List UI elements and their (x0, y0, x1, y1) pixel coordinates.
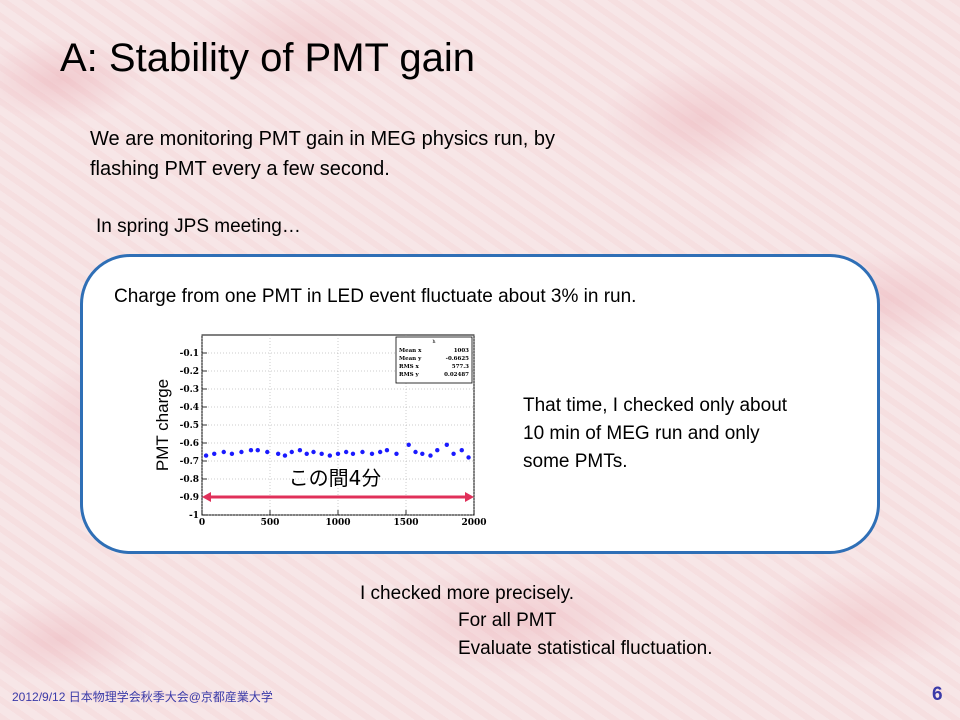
side-note: That time, I checked only about 10 min o… (523, 392, 863, 476)
x-tick-label: 0 (199, 518, 205, 525)
data-point (335, 451, 341, 456)
intro-text: We are monitoring PMT gain in MEG physic… (90, 124, 690, 184)
interval-annotation: この間4分 (289, 466, 382, 490)
data-point (304, 451, 309, 456)
data-point (459, 448, 464, 453)
x-tick-label: 1500 (393, 518, 418, 525)
data-point (203, 453, 209, 458)
interval-arrow (202, 492, 474, 502)
y-tick-label: -0.3 (180, 385, 199, 395)
x-tick-label: 1000 (325, 518, 350, 525)
footer-text: 2012/9/12 日本物理学会秋季大会@京都産業大学 (12, 690, 273, 704)
data-point (394, 451, 399, 456)
y-axis-label: PMT charge (153, 379, 172, 471)
slide-title: A: Stability of PMT gain (60, 36, 475, 80)
data-point (289, 449, 294, 455)
data-point (350, 451, 356, 456)
y-axis-ticks: -0.1 -0.2 -0.3 -0.4 -0.5 -0.6 -0.7 -0.8 -0.9 -1 (180, 349, 207, 521)
spring-meeting-note: In spring JPS meeting… (96, 216, 301, 237)
data-point (377, 449, 383, 455)
y-tick-label: -0.1 (180, 349, 199, 359)
stats-row-label: Mean y (399, 356, 422, 362)
data-point (369, 451, 375, 456)
x-tick-label: 2000 (461, 518, 486, 525)
stats-row-label: RMS x (399, 364, 420, 370)
panel-heading: Charge from one PMT in LED event fluctua… (114, 286, 637, 307)
y-tick-label: -0.7 (180, 457, 199, 467)
stats-box-name: h (432, 339, 436, 345)
data-point (275, 451, 281, 456)
y-tick-label: -0.9 (180, 493, 199, 503)
closing-line-1: I checked more precisely. (360, 583, 575, 604)
data-point (451, 451, 456, 456)
data-point (319, 451, 324, 456)
data-point (239, 449, 244, 455)
data-point (406, 442, 411, 447)
stats-row-value: -0.6625 (446, 356, 470, 362)
data-point (311, 449, 316, 455)
data-point (428, 453, 433, 458)
data-point (282, 453, 288, 458)
data-point (360, 449, 365, 455)
data-point (265, 449, 270, 455)
x-tick-label: 500 (261, 518, 280, 525)
pmt-charge-chart: -0.1 -0.2 -0.3 -0.4 -0.5 -0.6 -0.7 -0.8 -0.9 -1 0… (153, 334, 487, 525)
y-tick-label: -0.8 (180, 475, 199, 485)
stats-row-value: 577.3 (452, 364, 469, 370)
stats-row-value: 0.02487 (444, 372, 469, 378)
stats-rows: Mean x 1003 Mean y -0.6625 RMS x 577.3 RMS y 0.… (399, 348, 469, 378)
data-point (420, 451, 425, 456)
page-number: 6 (932, 684, 943, 705)
stats-row-label: Mean x (399, 348, 422, 354)
x-axis-ticks: 0 500 1000 1500 2000 (199, 510, 487, 525)
data-point (229, 451, 235, 456)
side-note-line-1: That time, I checked only about (523, 395, 788, 416)
data-point (435, 448, 440, 453)
side-note-line-2: 10 min of MEG run and only (523, 423, 760, 444)
y-tick-label: -1 (189, 511, 199, 521)
stats-row-label: RMS y (399, 372, 420, 378)
intro-line-2: flashing PMT every a few second. (90, 158, 390, 180)
data-point (212, 451, 217, 456)
y-tick-label: -0.5 (180, 421, 199, 431)
closing-line-3: Evaluate statistical fluctuation. (458, 638, 713, 659)
data-points (203, 442, 471, 460)
data-point (255, 448, 260, 453)
side-note-line-3: some PMTs. (523, 451, 628, 472)
data-point (413, 449, 418, 455)
data-point (466, 455, 471, 460)
stats-box: h Mean x 1003 Mean y -0.6625 RMS x 577.3 RMS y… (395, 336, 473, 384)
data-point (384, 448, 390, 453)
y-tick-label: -0.2 (180, 367, 199, 377)
data-point (221, 449, 226, 455)
intro-line-1: We are monitoring PMT gain in MEG physic… (90, 128, 555, 150)
data-point (343, 449, 349, 455)
chart-grid (201, 335, 475, 516)
y-tick-label: -0.6 (180, 439, 199, 449)
data-point (248, 448, 254, 453)
data-point (444, 442, 449, 447)
stats-row-value: 1003 (454, 348, 469, 354)
data-point (327, 453, 333, 458)
closing-line-2: For all PMT (458, 610, 557, 631)
data-point (297, 448, 303, 453)
y-tick-label: -0.4 (180, 403, 199, 413)
